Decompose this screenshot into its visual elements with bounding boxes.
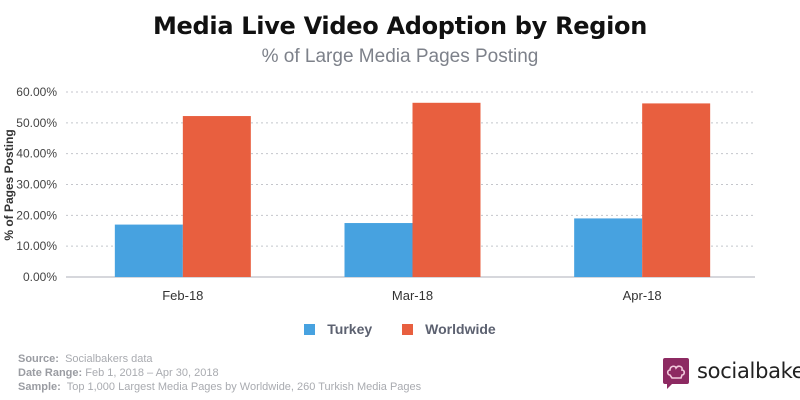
y-tick-label: 10.00% <box>16 239 57 253</box>
source-line: Source: Socialbakers data <box>18 352 421 366</box>
sample-label: Sample: <box>18 381 61 393</box>
date-range-value: Feb 1, 2018 – Apr 30, 2018 <box>85 367 219 379</box>
bar-turkey-mar-18 <box>344 223 413 277</box>
x-axis-ticks: Feb-18 Mar-18 Apr-18 <box>162 288 661 303</box>
sample-line: Sample: Top 1,000 Largest Media Pages by… <box>18 380 421 394</box>
footer-notes: Source: Socialbakers data Date Range: Fe… <box>18 352 421 394</box>
chef-hat-icon <box>663 358 689 389</box>
y-axis-ticks: 0.00% 10.00% 20.00% 30.00% 40.00% 50.00% 60.00… <box>16 85 57 284</box>
date-range-label: Date Range: <box>18 367 83 379</box>
y-tick-label: 20.00% <box>16 208 57 222</box>
y-tick-label: 0.00% <box>23 270 57 284</box>
chart-title: Media Live Video Adoption by Region <box>152 12 648 40</box>
source-label: Source: <box>18 353 59 365</box>
y-tick-label: 50.00% <box>16 116 57 130</box>
chart-subtitle: % of Large Media Pages Posting <box>261 46 539 67</box>
y-axis-label: % of Pages Posting <box>2 129 16 240</box>
legend-swatch-worldwide <box>402 323 414 335</box>
bar-chart: 0.00% 10.00% 20.00% 30.00% 40.00% 50.00% 60.00… <box>2 85 755 303</box>
date-range-line: Date Range: Feb 1, 2018 – Apr 30, 2018 <box>18 366 421 380</box>
y-tick-label: 60.00% <box>16 85 57 99</box>
source-value: Socialbakers data <box>65 353 153 365</box>
x-tick-label: Mar-18 <box>392 288 433 303</box>
x-tick-label: Feb-18 <box>162 288 203 303</box>
legend-label-turkey: Turkey <box>327 321 373 337</box>
brand-logo: socialbakers <box>663 358 800 389</box>
legend: Turkey Worldwide <box>0 321 800 337</box>
legend-swatch-turkey <box>304 323 316 335</box>
sample-value: Top 1,000 Largest Media Pages by Worldwi… <box>66 381 422 393</box>
brand-name: socialbakers <box>697 359 800 383</box>
bar-worldwide-mar-18 <box>412 102 481 278</box>
bar-worldwide-apr-18 <box>642 103 711 278</box>
x-tick-label: Apr-18 <box>623 288 662 303</box>
bars <box>114 102 711 278</box>
legend-item-turkey[interactable]: Turkey <box>304 321 372 337</box>
bar-turkey-feb-18 <box>114 224 183 277</box>
y-tick-label: 40.00% <box>16 147 57 161</box>
legend-label-worldwide: Worldwide <box>425 321 496 337</box>
bar-worldwide-feb-18 <box>182 116 251 277</box>
y-tick-label: 30.00% <box>16 178 57 192</box>
legend-item-worldwide[interactable]: Worldwide <box>402 321 496 337</box>
bar-turkey-apr-18 <box>574 218 643 277</box>
